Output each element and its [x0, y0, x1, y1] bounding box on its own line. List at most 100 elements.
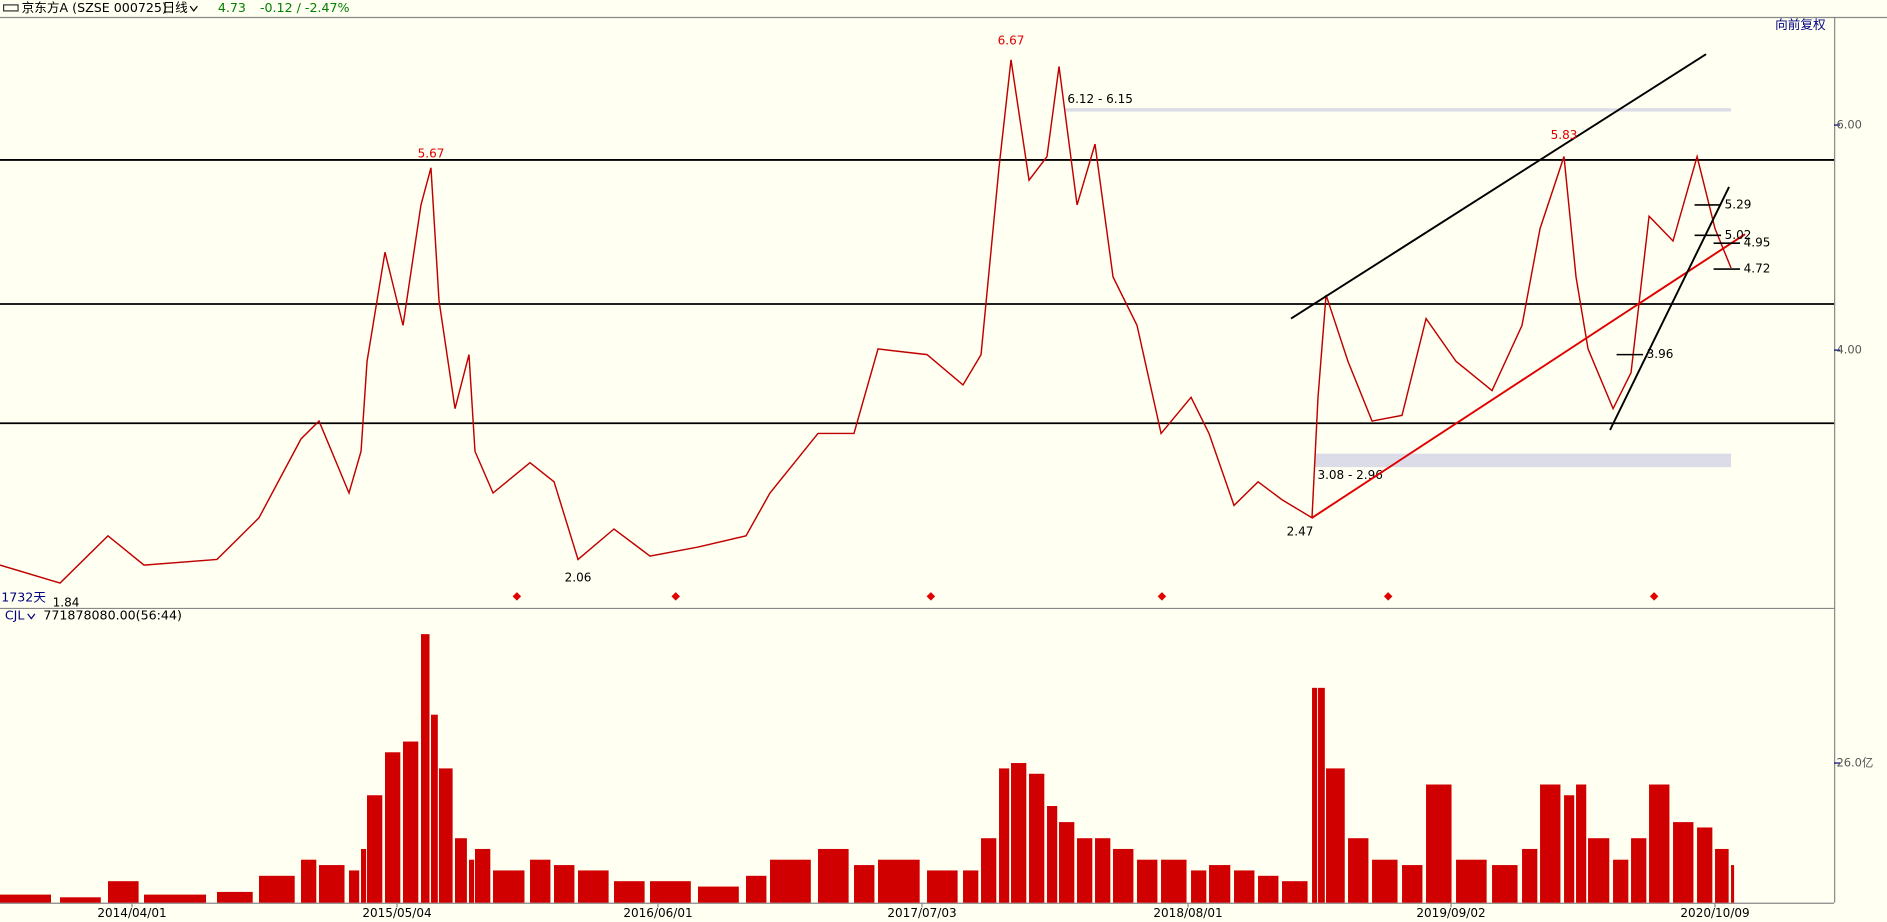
- annotation: 2.47: [1287, 524, 1314, 538]
- volume-bar: [1731, 865, 1735, 903]
- volume-bar: [1318, 687, 1325, 903]
- volume-bar: [421, 634, 430, 903]
- volume-bar: [1209, 865, 1231, 903]
- volume-bar: [217, 891, 253, 903]
- volume-bar: [1348, 838, 1369, 903]
- zone: [1315, 453, 1732, 468]
- volume-bar: [319, 865, 345, 903]
- volume-bar: [999, 768, 1010, 903]
- x-tick-label: 2017/07/03: [887, 906, 956, 920]
- volume-bar: [431, 714, 438, 903]
- annotation: 5.67: [418, 146, 445, 160]
- annotation: 4.95: [1744, 236, 1771, 250]
- y-tick-label: 6.00: [1836, 118, 1861, 132]
- trend-line: [1311, 233, 1746, 519]
- annotation: 5.02: [1725, 228, 1752, 242]
- volume-bar: [818, 848, 849, 903]
- volume-bar: [1492, 865, 1518, 903]
- indicator-value: 771878080.00(56:44): [43, 608, 182, 623]
- volume-bar: [1673, 822, 1694, 903]
- volume-bar: [770, 859, 811, 903]
- symbol[interactable]: 京东方A (SZSE 000725): [22, 0, 167, 15]
- volume-bar: [1312, 687, 1318, 903]
- period-dropdown[interactable]: [189, 5, 198, 12]
- volume-bar: [1077, 838, 1093, 903]
- volume-bar: [108, 881, 139, 903]
- volume-bar: [475, 848, 491, 903]
- volume-bar: [367, 795, 383, 903]
- volume-bar: [578, 870, 609, 903]
- zone-label: 6.12 - 6.15: [1067, 92, 1132, 106]
- volume-bar: [1234, 870, 1255, 903]
- volume-bar: [1047, 805, 1058, 903]
- volume-bar: [1715, 848, 1729, 903]
- indicator[interactable]: CJL: [5, 608, 25, 623]
- volume-bar: [1029, 773, 1045, 903]
- volume-bar: [927, 870, 958, 903]
- event-marker[interactable]: [1649, 592, 1659, 601]
- indicator-dropdown[interactable]: [27, 613, 36, 620]
- volume-bar: [1588, 838, 1610, 903]
- zone: [1065, 108, 1732, 112]
- volume-bar: [530, 859, 551, 903]
- price: 4.73: [218, 0, 246, 15]
- volume-bar: [1113, 848, 1134, 903]
- volume-bar: [1095, 838, 1111, 903]
- event-marker[interactable]: [671, 592, 680, 601]
- symbol-icon[interactable]: [3, 4, 19, 12]
- volume-bar: [614, 881, 645, 903]
- volume-bar: [1161, 859, 1187, 903]
- volume-bar: [650, 881, 691, 903]
- y-tick-label: 26.0亿: [1836, 756, 1873, 770]
- event-marker[interactable]: [926, 592, 936, 601]
- volume-bar: [1631, 838, 1647, 903]
- volume-bar: [1649, 784, 1670, 903]
- volume-bar: [1191, 870, 1207, 903]
- volume-bar: [1137, 859, 1158, 903]
- zone-label: 3.08 - 2.96: [1317, 468, 1382, 482]
- volume-bar: [385, 752, 401, 903]
- volume-bar: [1402, 865, 1423, 903]
- annotation: 4.72: [1744, 262, 1771, 276]
- trend-line: [1290, 53, 1707, 320]
- volume-bar: [361, 848, 367, 903]
- volume-bar: [60, 897, 101, 903]
- change: -0.12 / -2.47%: [260, 0, 350, 15]
- price-line: [0, 59, 1732, 584]
- volume-bar: [554, 865, 575, 903]
- volume-bar: [403, 741, 419, 903]
- volume-bar: [698, 886, 739, 903]
- volume-bar: [1059, 822, 1075, 903]
- volume-bar: [1697, 827, 1713, 903]
- volume-bar: [144, 894, 207, 903]
- volume-bar: [1522, 848, 1538, 903]
- annotation: 5.29: [1725, 197, 1752, 211]
- volume-bar: [439, 768, 453, 903]
- x-tick-label: 2016/06/01: [623, 906, 692, 920]
- volume-bar: [259, 875, 295, 903]
- adjust-mode[interactable]: 向前复权: [1775, 17, 1826, 32]
- trend-line: [1609, 186, 1730, 431]
- volume-bar: [746, 875, 767, 903]
- volume-bar: [854, 865, 875, 903]
- volume-bar: [1613, 859, 1629, 903]
- volume-bar: [981, 838, 997, 903]
- volume-bar: [1372, 859, 1398, 903]
- volume-bar: [1426, 784, 1452, 903]
- volume-bar: [1282, 881, 1308, 903]
- volume-bar: [1456, 859, 1487, 903]
- volume-bar: [0, 894, 52, 903]
- x-tick-label: 2014/04/01: [97, 906, 166, 920]
- x-tick-label: 2018/08/01: [1153, 906, 1222, 920]
- period[interactable]: 日线: [162, 0, 188, 15]
- annotation: 5.83: [1551, 128, 1578, 142]
- volume-bar: [455, 838, 467, 903]
- volume-bar: [493, 870, 525, 903]
- volume-bar: [469, 859, 475, 903]
- annotation: 2.06: [565, 571, 592, 585]
- x-tick-label: 2019/09/02: [1416, 906, 1485, 920]
- volume-bar: [1576, 784, 1587, 903]
- volume-bar: [878, 859, 920, 903]
